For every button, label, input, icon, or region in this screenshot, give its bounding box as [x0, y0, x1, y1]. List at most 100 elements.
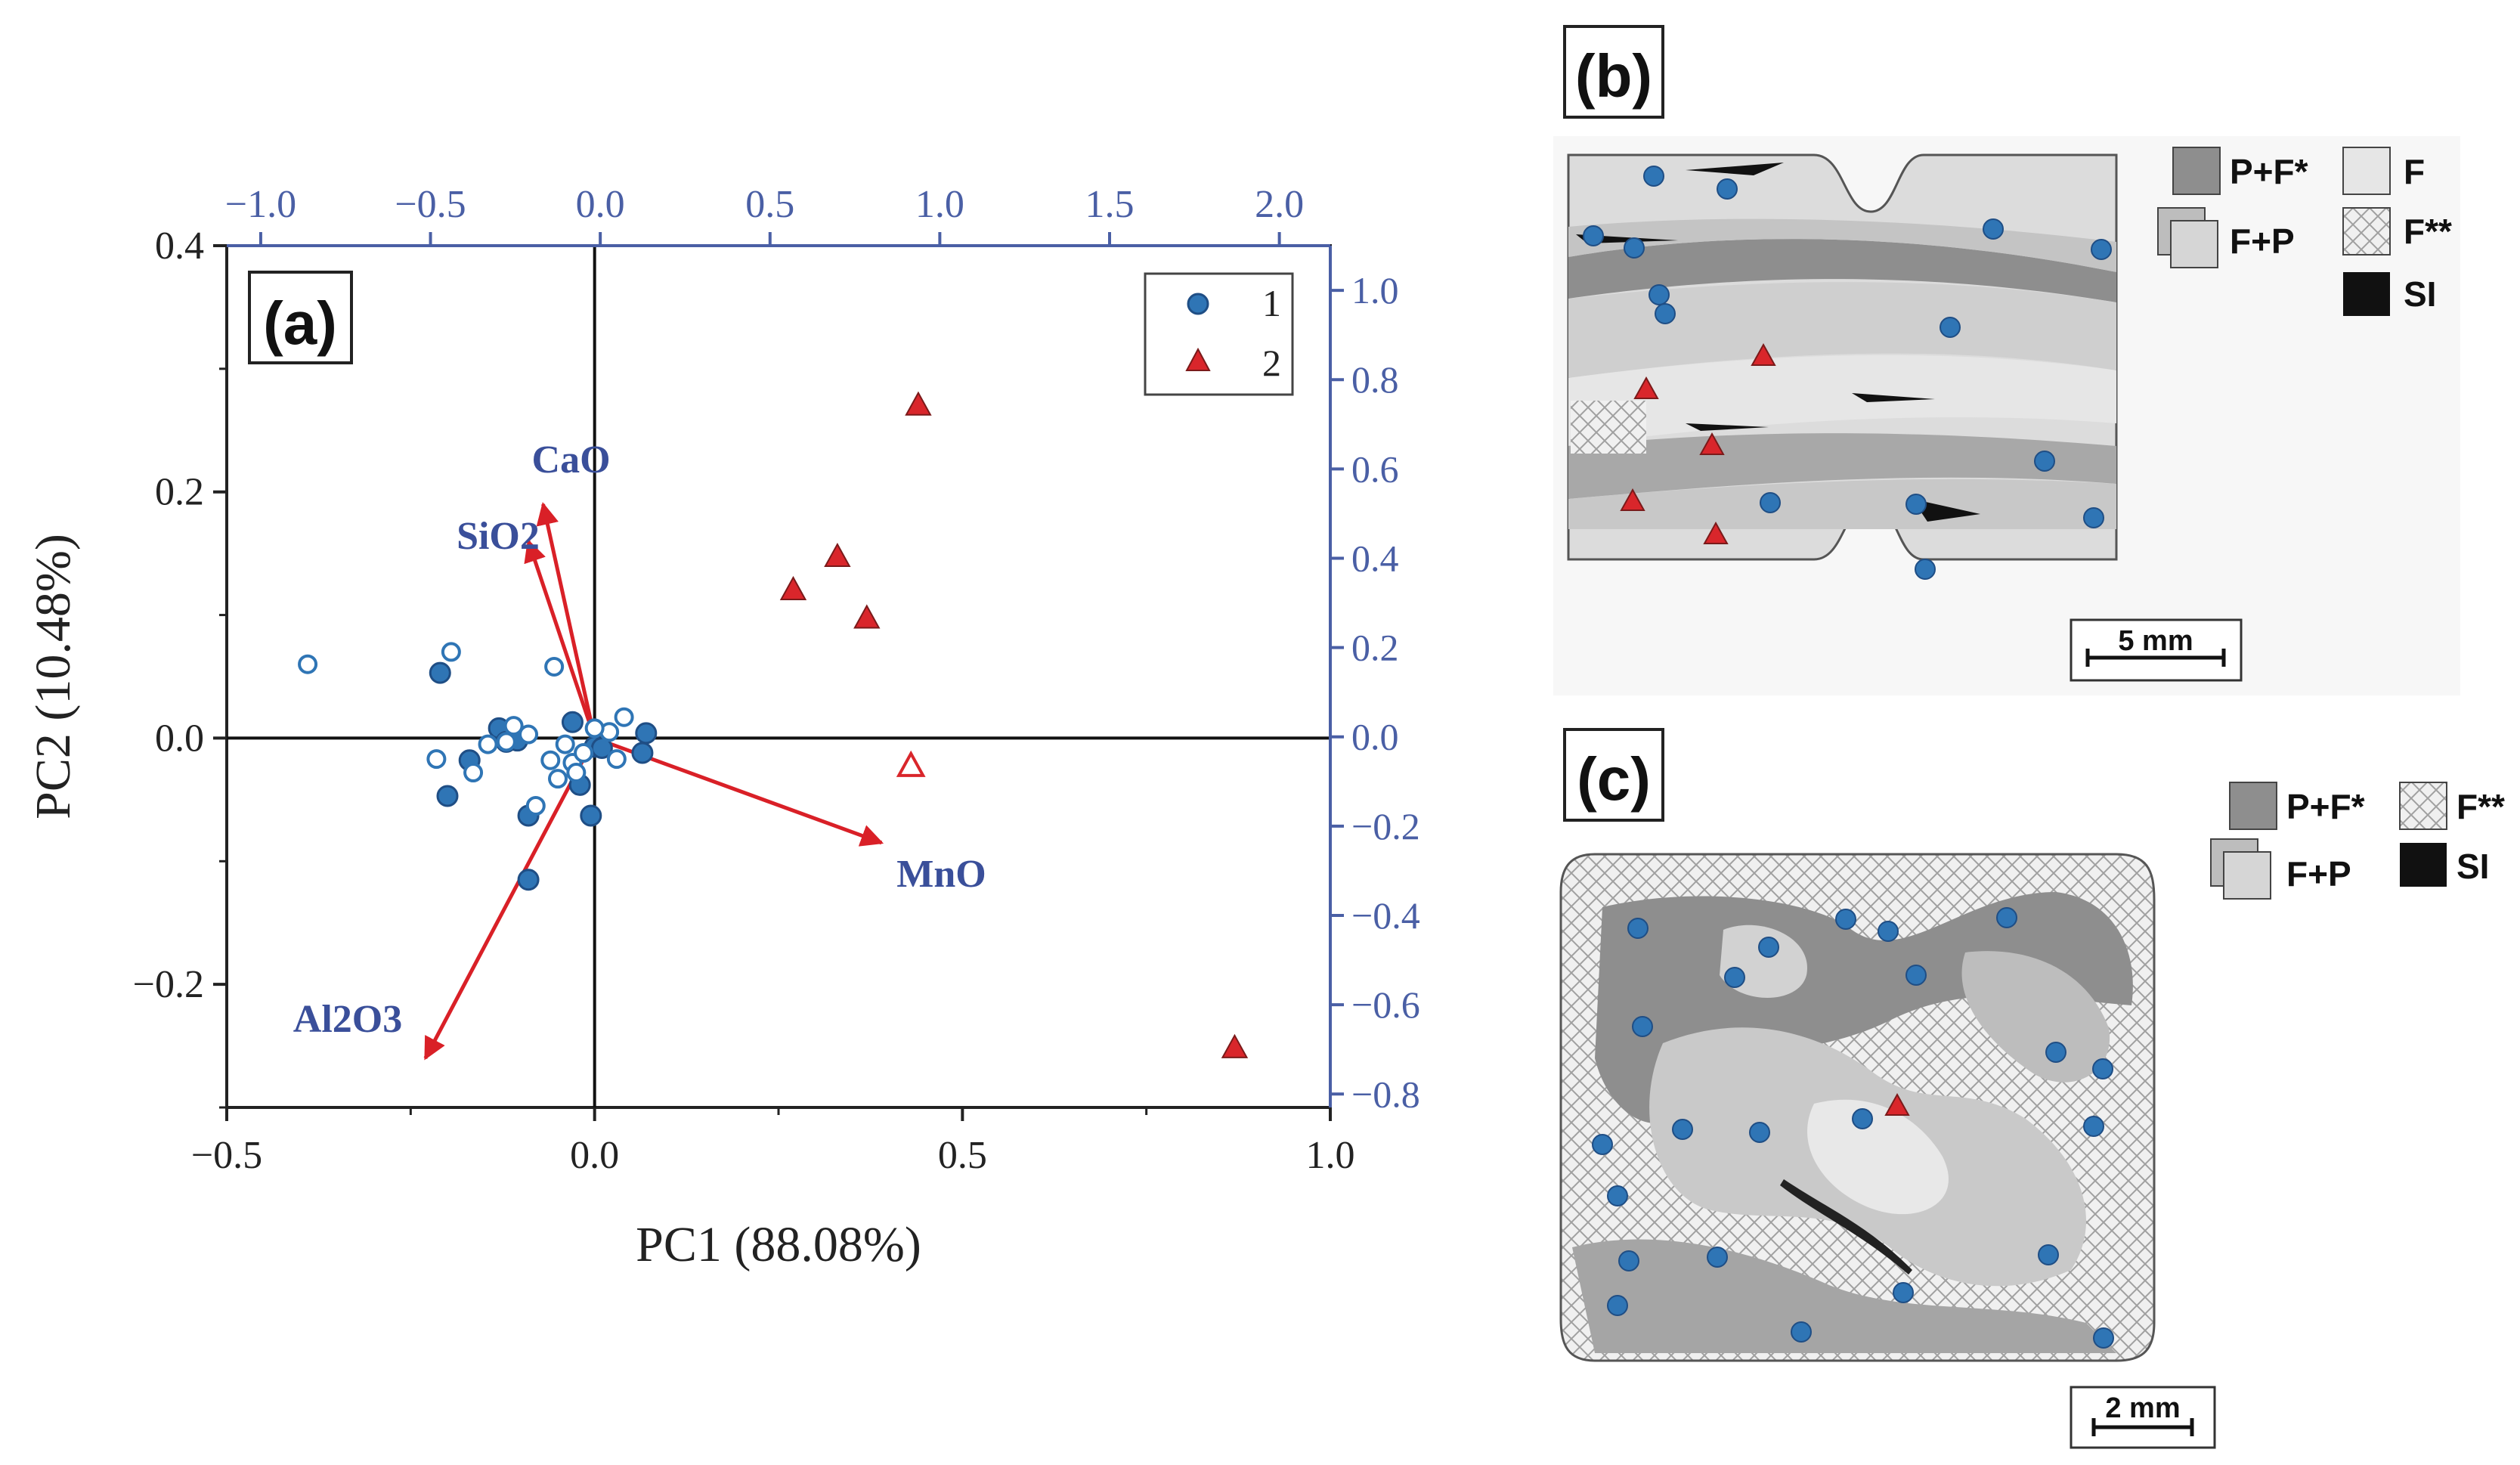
c-point [1632, 1016, 1653, 1037]
b-point [1915, 559, 1936, 580]
y-tick-label: 0.4 [155, 225, 204, 268]
b-point [1643, 166, 1664, 187]
panel-c-micrograph: (c) P+F* F** F+P SI 2 mm [1559, 728, 2505, 1449]
legend-b-label-f2: F** [2404, 212, 2452, 251]
point-group-2 [905, 391, 932, 416]
loading-label-mno: MnO [896, 853, 986, 896]
point-open-circle [614, 707, 634, 727]
b-triangle [1633, 376, 1659, 399]
band-fp-3 [1568, 479, 2116, 529]
point-open-circle [555, 734, 575, 754]
point-open-circle [525, 796, 546, 816]
x-tick-label: 0.5 [938, 1134, 987, 1177]
y-axis-title: PC2 (10.48%) [26, 534, 81, 819]
legend-b-swatch-si [2343, 272, 2390, 316]
right-tick-label: 0.2 [1351, 627, 1399, 669]
region-c-f-1 [1807, 1099, 1949, 1215]
point-open-triangle [896, 750, 926, 777]
panel-a-label-box [248, 271, 353, 364]
c-point [1758, 937, 1779, 958]
loading-label-cao: CaO [532, 438, 611, 482]
top-tick-label: 0.5 [745, 183, 794, 226]
b-point [1649, 284, 1670, 305]
c-point [1627, 918, 1649, 939]
loading-arrow-al2o3 [423, 737, 596, 1061]
c-point [1749, 1122, 1770, 1143]
b-point [1655, 303, 1676, 324]
c-point [1707, 1247, 1728, 1268]
b-point [1983, 218, 2004, 240]
c-point [1672, 1119, 1693, 1140]
point-open-circle [519, 724, 539, 745]
c-point [1724, 967, 1745, 988]
c-point [1791, 1321, 1812, 1343]
point-open-circle [426, 749, 447, 770]
band-fp-1 [1568, 218, 2116, 272]
scale-bar-c-box [2070, 1386, 2216, 1449]
point-open-circle [566, 763, 587, 783]
legend-b-swatch-f [2342, 147, 2391, 195]
c-point [1905, 965, 1927, 986]
x-axis-ticks: −0.5 0.0 0.5 1.0 [191, 1107, 1355, 1177]
legend-c-swatch-f2 [2399, 782, 2447, 830]
score-points [298, 391, 1249, 1058]
legend-b-swatch-fp [2170, 220, 2218, 268]
panel-c-label-box [1563, 728, 1664, 822]
region-c-fp-3 [1961, 951, 2110, 1082]
right-tick-label: 0.0 [1351, 716, 1399, 758]
panel-b-points [1583, 166, 2112, 580]
x-tick-label: 0.0 [570, 1134, 619, 1177]
point-open-circle [441, 642, 461, 662]
b-triangle [1699, 432, 1725, 455]
point-group-1 [635, 722, 658, 745]
top-tick-label: 1.0 [915, 183, 964, 226]
legend-marker-2 [1185, 347, 1211, 371]
c-point [1835, 909, 1856, 930]
c-point [1607, 1185, 1628, 1206]
scale-bar-c-label: 2 mm [2105, 1392, 2180, 1424]
top-tick-label: −0.5 [395, 183, 466, 226]
point-open-circle [298, 654, 318, 674]
point-group-1 [436, 785, 459, 807]
point-open-circle [548, 769, 568, 789]
c-point [2092, 1058, 2113, 1079]
b-point [1624, 237, 1645, 259]
top-axis-ticks: −1.0 −0.5 0.0 0.5 1.0 1.5 2.0 [225, 183, 1330, 247]
point-group-2 [1221, 1033, 1249, 1058]
scale-bar-b-label: 5 mm [2118, 625, 2193, 657]
c-point [1878, 921, 1899, 942]
loading-arrow-sio2 [524, 539, 597, 739]
hatch-region-b [1571, 401, 1646, 454]
legend: 1 2 [1144, 272, 1294, 396]
y-tick-label: −0.2 [133, 963, 204, 1006]
b-triangle [1620, 488, 1645, 511]
legend-b-swatch-pf [2172, 147, 2221, 195]
legend-c-label-f2: F** [2457, 787, 2505, 826]
legend-c-label-pf: P+F* [2286, 787, 2365, 826]
right-tick-label: 1.0 [1351, 269, 1399, 311]
x-tick-label: 1.0 [1306, 1134, 1355, 1177]
panel-c-points [1592, 907, 2114, 1349]
panel-c-label: (c) [1577, 745, 1651, 813]
b-triangle [1703, 521, 1729, 544]
panel-a-biplot: −0.5 0.0 0.5 1.0 0.4 0.2 0.0 −0.2 −1.0 −0.5 0.0 0… [26, 183, 1420, 1272]
c-point [1893, 1282, 1914, 1303]
band-f-1 [1568, 355, 2116, 446]
x-axis-title: PC1 (88.08%) [636, 1217, 921, 1272]
point-open-circle [478, 734, 498, 754]
point-open-circle [584, 718, 605, 739]
top-tick-label: 1.5 [1085, 183, 1135, 226]
legend-c-label-si: SI [2457, 847, 2489, 886]
point-group-1 [517, 869, 540, 891]
legend-b: P+F* F F+P F** SI [2157, 147, 2452, 316]
legend-b-swatch-f2 [2342, 207, 2391, 256]
c-point [1852, 1108, 1873, 1129]
legend-label-1: 1 [1262, 282, 1281, 324]
y-tick-label: 0.2 [155, 471, 204, 514]
right-tick-label: −0.4 [1351, 894, 1420, 937]
right-axis-ticks: 1.0 0.8 0.6 0.4 0.2 0.0 −0.2 −0.4 −0.6 −0.8 [1329, 246, 1420, 1115]
top-tick-label: −1.0 [225, 183, 296, 226]
x-tick-label: −0.5 [191, 1134, 262, 1177]
band-fp-2 [1568, 282, 2116, 378]
scale-bar-b-box [2070, 618, 2243, 682]
